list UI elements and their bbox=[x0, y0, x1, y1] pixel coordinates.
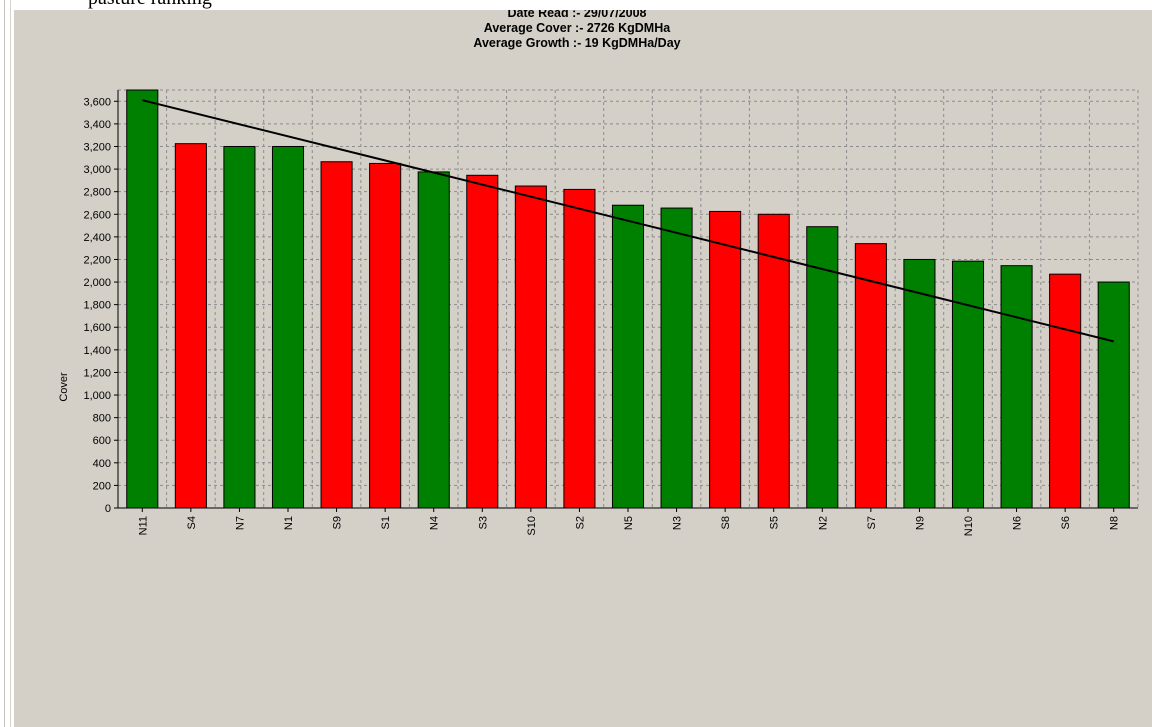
bar-n11 bbox=[126, 89, 159, 509]
bar-n8 bbox=[1097, 281, 1130, 509]
x-tick-label: N4 bbox=[429, 516, 441, 530]
x-tick-label: S10 bbox=[526, 516, 538, 536]
bar-s2 bbox=[563, 188, 596, 509]
y-tick-label: 2,800 bbox=[83, 187, 111, 199]
x-tick-label: N7 bbox=[234, 516, 246, 530]
bar-s8 bbox=[709, 210, 742, 509]
x-tick-label: S9 bbox=[332, 516, 344, 529]
bar-s5 bbox=[757, 213, 790, 509]
bar-s3 bbox=[466, 174, 499, 509]
x-tick-label: N9 bbox=[914, 516, 926, 530]
bar-n10 bbox=[951, 260, 985, 509]
title-average-growth: Average Growth :- 19 KgDMHa/Day bbox=[473, 36, 680, 50]
bar-n3 bbox=[660, 207, 693, 509]
x-tick-label: S1 bbox=[380, 516, 392, 529]
y-tick-label: 600 bbox=[93, 435, 111, 447]
document-caption: pasture ranking bbox=[0, 0, 1152, 11]
x-tick-label: S6 bbox=[1060, 516, 1072, 529]
y-tick-label: 1,200 bbox=[83, 367, 111, 379]
y-tick-label: 400 bbox=[93, 458, 111, 470]
trend-line-group bbox=[142, 99, 1114, 343]
bar-n7 bbox=[223, 145, 256, 509]
y-tick-label: 2,600 bbox=[83, 209, 111, 221]
y-tick-label: 3,400 bbox=[83, 119, 111, 131]
x-tick-label: S8 bbox=[720, 516, 732, 529]
bar-s4 bbox=[174, 143, 207, 509]
bar-n1 bbox=[271, 145, 305, 509]
y-tick-label: 3,000 bbox=[83, 164, 111, 176]
window-left-edge bbox=[0, 0, 11, 727]
bar-s6 bbox=[1049, 273, 1082, 509]
bar-s9 bbox=[320, 161, 353, 509]
y-tick-label: 2,000 bbox=[83, 277, 111, 289]
trend-line bbox=[142, 99, 1114, 343]
y-tick-label: 2,200 bbox=[83, 254, 111, 266]
bar-s7 bbox=[854, 243, 887, 509]
y-tick-label: 3,600 bbox=[83, 96, 111, 108]
y-tick-label: 1,400 bbox=[83, 345, 111, 357]
x-tick-label: N3 bbox=[672, 516, 684, 530]
axes bbox=[114, 90, 1138, 512]
chart-title-block: Date Read :- 29/07/2008 Average Cover :-… bbox=[473, 10, 680, 50]
bar-s10 bbox=[514, 185, 547, 509]
bars bbox=[126, 89, 1130, 509]
title-average-cover: Average Cover :- 2726 KgDMHa bbox=[484, 21, 671, 35]
x-tick-label: S4 bbox=[186, 516, 198, 529]
cover-ranking-chart: Date Read :- 29/07/2008 Average Cover :-… bbox=[58, 10, 1139, 536]
y-tick-label: 1,800 bbox=[83, 300, 111, 312]
x-tick-labels: N11 S4 N7 N1 S9 S1 N4 S3 S10 S2 N5 N3 S8 S5 N2 S7 N9 N10 N… bbox=[137, 516, 1120, 536]
x-tick-label: S5 bbox=[769, 516, 781, 529]
bar-s1 bbox=[369, 162, 402, 509]
bar-n5 bbox=[611, 204, 645, 509]
y-tick-label: 1,600 bbox=[83, 322, 111, 334]
x-tick-label: N10 bbox=[963, 516, 975, 536]
y-tick-label: 1,000 bbox=[83, 390, 111, 402]
x-tick-label: N6 bbox=[1012, 516, 1024, 530]
x-tick-label: S7 bbox=[866, 516, 878, 529]
y-tick-labels: 0 200 400 600 800 1,000 1,200 1,400 1,600 1,800 2,… bbox=[83, 96, 111, 515]
chart-panel: Date Read :- 29/07/2008 Average Cover :-… bbox=[14, 10, 1152, 727]
y-tick-label: 200 bbox=[93, 480, 111, 492]
bar-n2 bbox=[806, 226, 839, 509]
x-tick-label: N8 bbox=[1109, 516, 1121, 530]
bar-n6 bbox=[1000, 265, 1033, 509]
caption-text: pasture ranking bbox=[88, 0, 212, 10]
title-date-read: Date Read :- 29/07/2008 bbox=[508, 10, 647, 20]
y-tick-label: 3,200 bbox=[83, 141, 111, 153]
y-tick-label: 800 bbox=[93, 413, 111, 425]
bar-n9 bbox=[903, 258, 936, 509]
x-tick-label: S3 bbox=[477, 516, 489, 529]
x-tick-label: N2 bbox=[817, 516, 829, 530]
y-tick-label: 2,400 bbox=[83, 232, 111, 244]
x-tick-label: N5 bbox=[623, 516, 635, 530]
y-tick-label: 0 bbox=[105, 503, 111, 515]
bar-n4 bbox=[417, 171, 450, 509]
x-tick-label: N11 bbox=[137, 516, 149, 535]
x-tick-label: S2 bbox=[574, 516, 586, 529]
y-axis-label: Cover bbox=[58, 372, 70, 402]
x-tick-label: N1 bbox=[283, 516, 295, 530]
